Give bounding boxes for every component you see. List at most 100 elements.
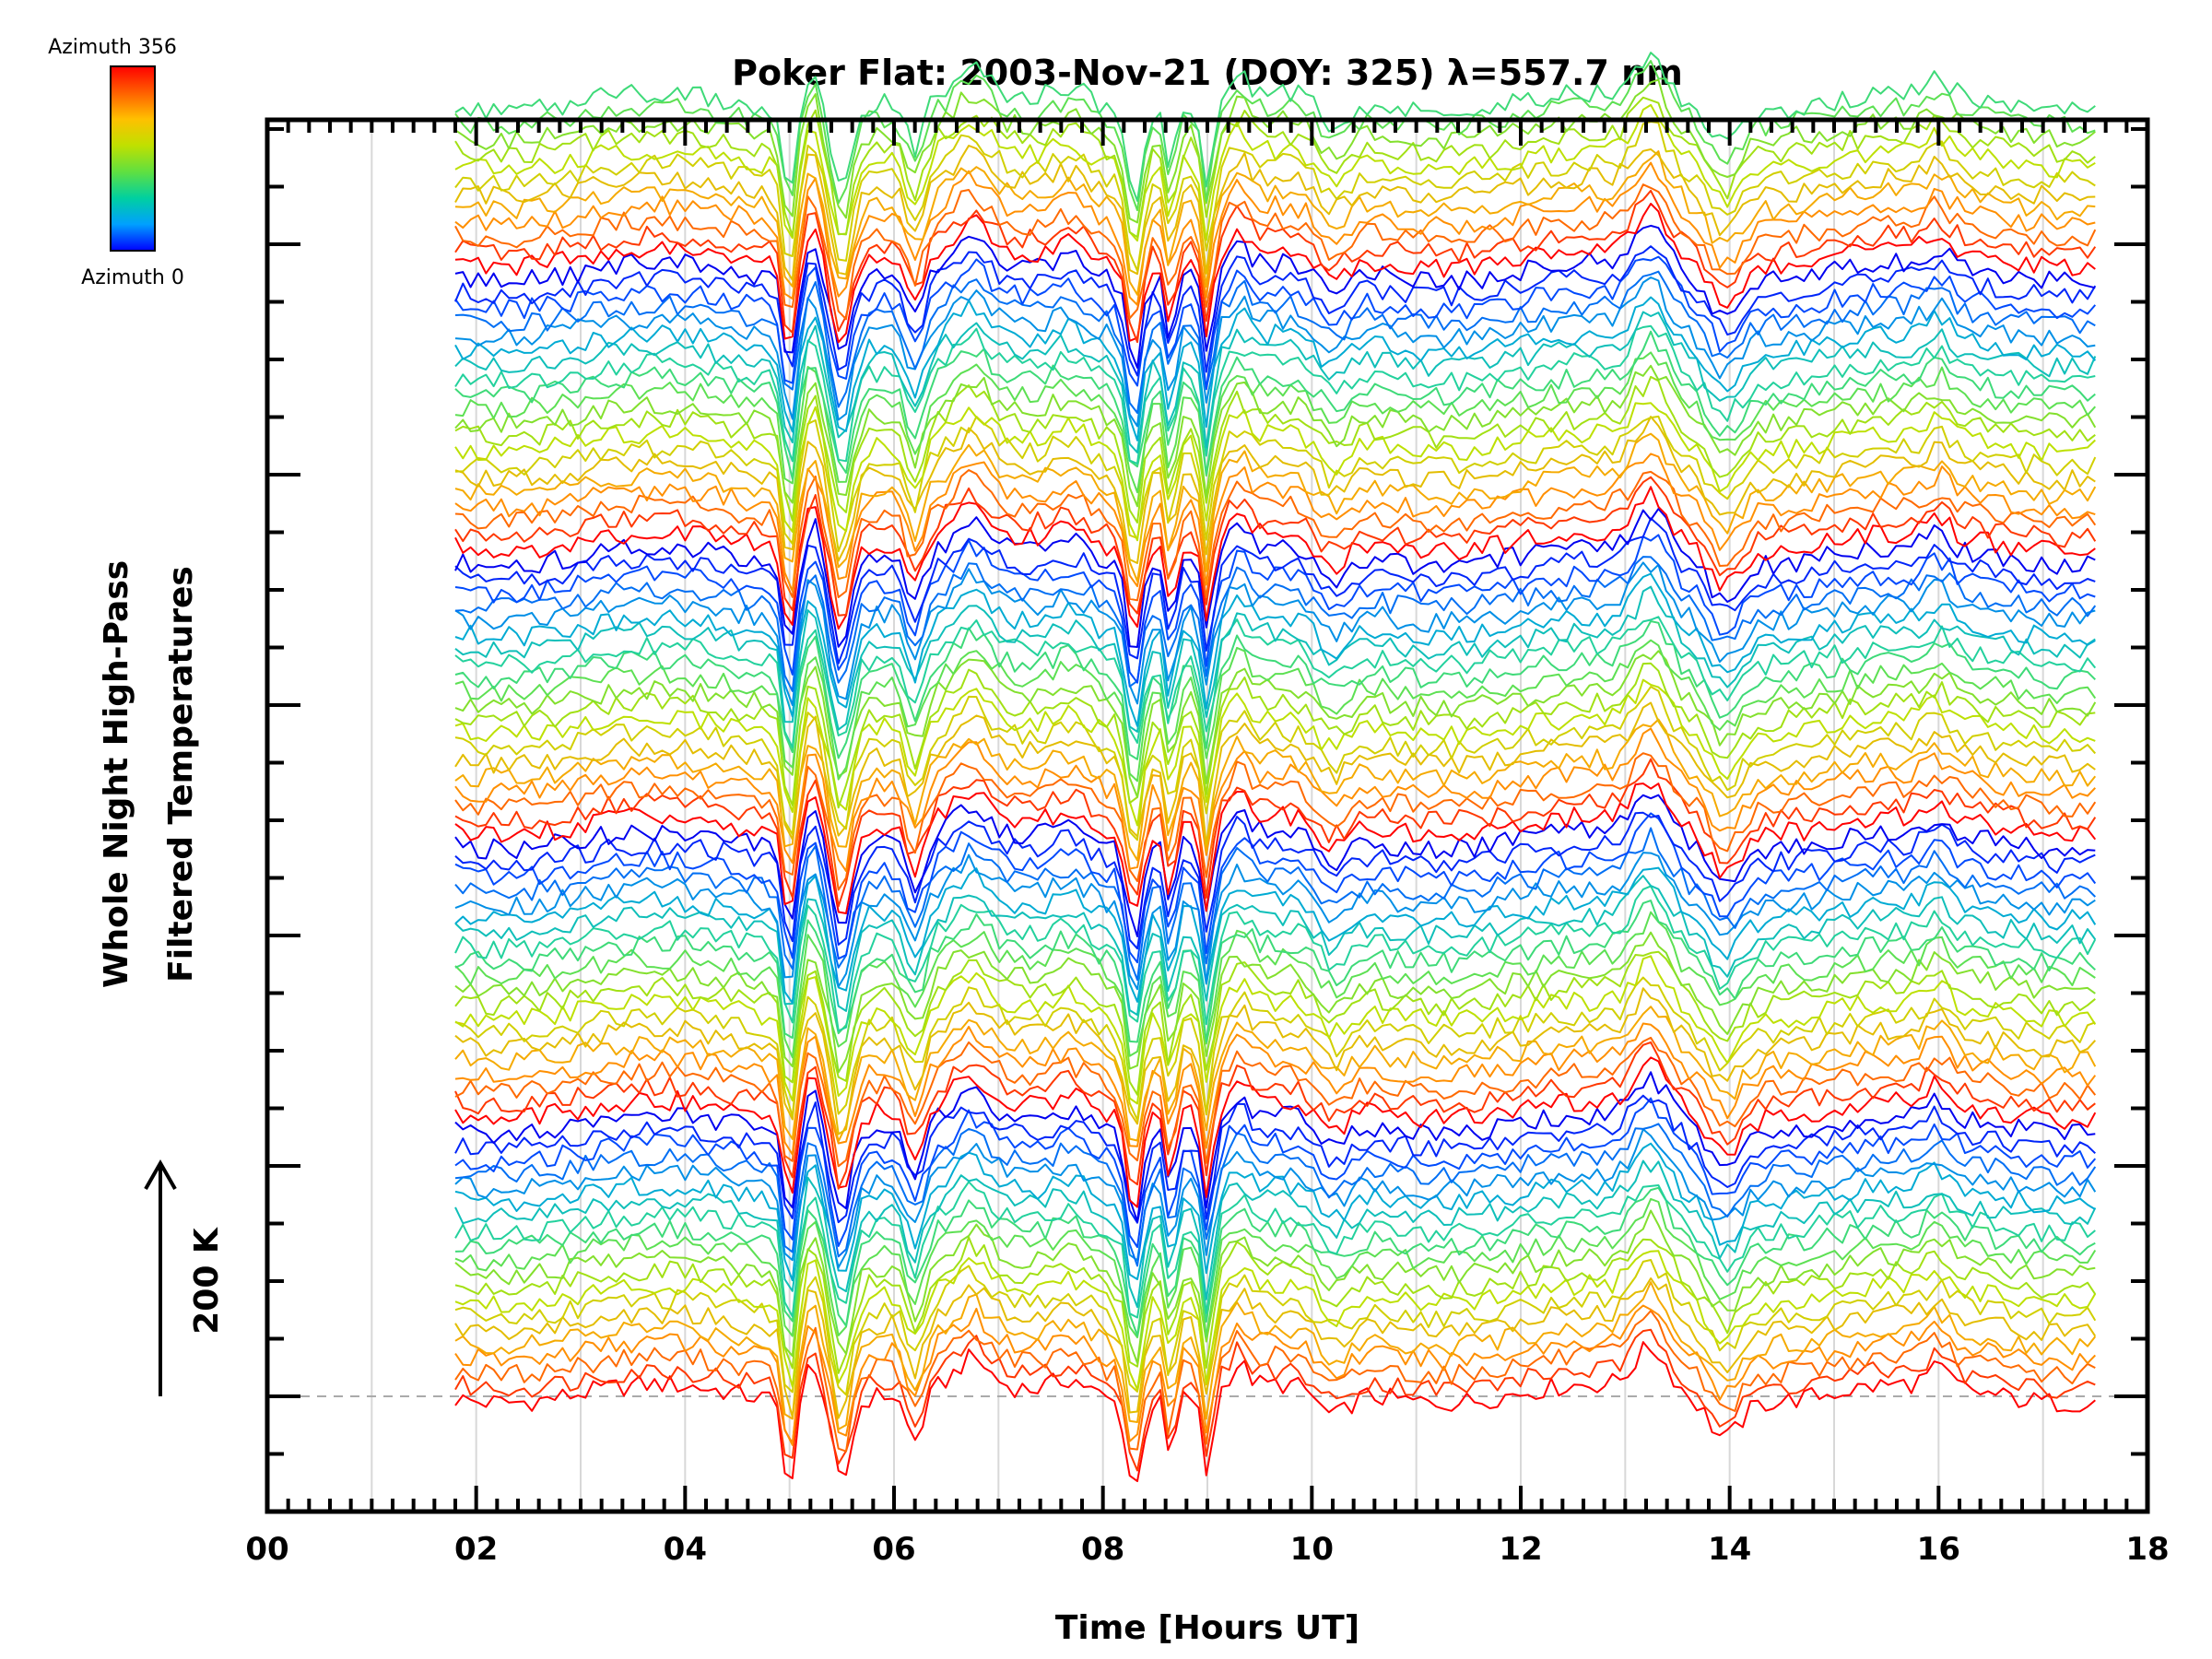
series-line (454, 1006, 2097, 1143)
series-line (454, 1159, 2097, 1309)
series-line (454, 976, 2096, 1122)
series-line (454, 517, 2096, 665)
series-line (454, 686, 2097, 841)
series-line (454, 875, 2097, 1017)
scale-arrow: 200 K (144, 1159, 226, 1396)
x-tick-label: 00 (245, 1531, 288, 1568)
series-line (454, 351, 2097, 494)
series-line (454, 1186, 2096, 1336)
series-line (454, 866, 2097, 1005)
series-line (454, 1181, 2096, 1319)
series-line (454, 415, 2097, 553)
series-line (454, 375, 2096, 524)
series-line (454, 572, 2096, 727)
series-line (454, 270, 2096, 414)
series-line (454, 758, 2097, 908)
series-line (454, 561, 2096, 706)
series-line (454, 224, 2096, 369)
series-line (454, 145, 2096, 281)
series-line (454, 1236, 2097, 1374)
series-line (454, 794, 2096, 937)
x-tick-label: 02 (454, 1531, 498, 1568)
series-line (454, 1259, 2097, 1396)
series-line (454, 486, 2096, 630)
grid-lines (267, 120, 2147, 1512)
series-line (454, 885, 2097, 1032)
plot-frame (265, 117, 2150, 1514)
series-line (454, 255, 2097, 391)
series-line (454, 469, 2097, 602)
series-line (454, 811, 2096, 950)
x-tick-labels: 00 02 04 06 08 10 12 14 16 18 (245, 1531, 2169, 1568)
series-line (454, 1304, 2097, 1446)
series-line (454, 78, 2096, 224)
series-line (454, 752, 2097, 891)
x-tick-label: 08 (1081, 1531, 1124, 1568)
series-line (454, 812, 2097, 964)
series-line (454, 1277, 2097, 1419)
series-line (454, 1281, 2097, 1430)
x-tick-label: 14 (1708, 1531, 1751, 1568)
series-line (454, 1022, 2097, 1156)
series-line (454, 1328, 2096, 1472)
series-line (454, 931, 2096, 1074)
x-axis-label: Time [Hours UT] (1055, 1609, 1359, 1647)
series-line (454, 203, 2096, 344)
series-line (454, 1041, 2096, 1190)
y-axis-label-line2: Filtered Temperatures (162, 566, 200, 982)
series-line (454, 827, 2097, 982)
series-line (454, 52, 2096, 202)
series-line (454, 1123, 2097, 1267)
series-line (454, 1036, 2097, 1168)
x-tick-label: 04 (664, 1531, 707, 1568)
series-line (454, 852, 2096, 991)
series-line (454, 701, 2096, 846)
scale-arrow-head (144, 1159, 177, 1190)
series-line (454, 1094, 2096, 1224)
colorbar-bar (110, 65, 156, 252)
series-line (454, 678, 2096, 827)
series-line (454, 330, 2096, 480)
series-line (454, 1071, 2096, 1223)
series-line (454, 911, 2096, 1059)
series-line (454, 416, 2096, 564)
x-tick-label: 16 (1917, 1531, 1960, 1568)
series-line (454, 556, 2097, 692)
series-line (454, 955, 2097, 1105)
series-line (454, 183, 2097, 321)
series-line (454, 402, 2096, 542)
series-line (454, 727, 2097, 873)
series-line (454, 1128, 2097, 1269)
series-line (454, 1310, 2096, 1453)
x-tick-label: 06 (872, 1531, 915, 1568)
series-line (454, 245, 2097, 377)
series-line (454, 1097, 2097, 1249)
colorbar-legend: Azimuth 356 Azimuth 0 (48, 36, 184, 289)
series-line (454, 508, 2096, 648)
series-line (454, 1197, 2097, 1339)
series-line (454, 620, 2097, 760)
series-line (454, 639, 2097, 782)
series-line (454, 987, 2097, 1135)
series-line (454, 950, 2096, 1096)
y-axis-label-line1: Whole Night High-Pass (98, 560, 135, 988)
series-line (454, 782, 2097, 914)
series-line (454, 311, 2097, 453)
series-line (454, 96, 2096, 239)
series-line (454, 718, 2097, 862)
x-tick-label: 12 (1499, 1531, 1542, 1568)
series-line (454, 432, 2097, 582)
series-line (454, 534, 2096, 684)
series-line (454, 276, 2096, 428)
x-tick-label: 18 (2125, 1531, 2169, 1568)
series-line (454, 1250, 2097, 1391)
x-tick-label: 10 (1290, 1531, 1334, 1568)
series-line (454, 662, 2096, 809)
series-line (454, 900, 2096, 1043)
series-line (454, 1056, 2097, 1208)
scale-label: 200 K (188, 1227, 226, 1335)
colorbar-bottom-label: Azimuth 0 (81, 266, 184, 289)
series-line (454, 650, 2097, 798)
